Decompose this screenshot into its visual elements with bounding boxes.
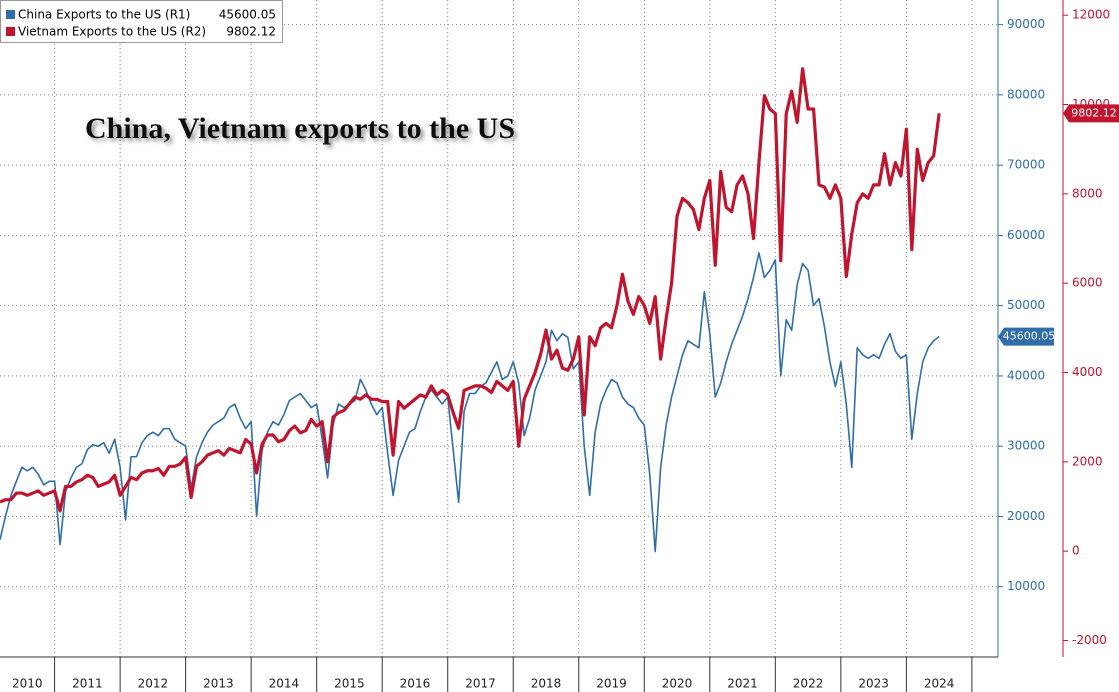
last-value-label: 45600.05 bbox=[1003, 330, 1056, 343]
y-tick-label: 90000 bbox=[1007, 17, 1045, 31]
x-tick-label: 2011 bbox=[72, 677, 103, 691]
legend: China Exports to the US (R1) 45600.05 Vi… bbox=[0, 0, 283, 43]
x-tick-label: 2014 bbox=[269, 677, 300, 691]
x-tick-label: 2023 bbox=[858, 677, 889, 691]
y2-tick-label: -2000 bbox=[1072, 633, 1107, 647]
y2-tick-label: 0 bbox=[1072, 544, 1080, 558]
y2-tick-label: 12000 bbox=[1072, 8, 1110, 22]
legend-swatch bbox=[6, 10, 15, 19]
y-tick-label: 80000 bbox=[1007, 87, 1045, 101]
y-tick-label: 40000 bbox=[1007, 368, 1045, 382]
y2-tick-label: 4000 bbox=[1072, 365, 1103, 379]
legend-box bbox=[0, 0, 283, 43]
x-tick-label: 2013 bbox=[203, 677, 234, 691]
legend-swatch bbox=[6, 27, 15, 36]
legend-value: 45600.05 bbox=[219, 8, 276, 22]
legend-label: Vietnam Exports to the US (R2) bbox=[18, 25, 206, 39]
x-tick-label: 2022 bbox=[793, 677, 824, 691]
y-tick-label: 70000 bbox=[1007, 158, 1045, 172]
x-tick-label: 2020 bbox=[662, 677, 693, 691]
series-line bbox=[0, 67, 941, 513]
x-tick-label: 2012 bbox=[138, 677, 169, 691]
x-tick-label: 2019 bbox=[596, 677, 627, 691]
series-line bbox=[0, 252, 940, 553]
y-tick-label: 30000 bbox=[1007, 439, 1045, 453]
y2-tick-label: 2000 bbox=[1072, 454, 1103, 468]
last-value-flag bbox=[998, 327, 1054, 346]
x-tick-label: 2010 bbox=[12, 677, 43, 691]
x-tick-label: 2021 bbox=[727, 677, 758, 691]
y2-tick-label: 8000 bbox=[1072, 186, 1103, 200]
last-value-label: 9802.12 bbox=[1071, 106, 1117, 119]
legend-label: China Exports to the US (R1) bbox=[18, 8, 190, 22]
y-tick-label: 10000 bbox=[1007, 579, 1045, 593]
legend-value: 9802.12 bbox=[226, 25, 276, 39]
x-tick-label: 2018 bbox=[531, 677, 562, 691]
last-value-flag bbox=[1063, 104, 1119, 123]
y-tick-label: 50000 bbox=[1007, 298, 1045, 312]
y-tick-label: 60000 bbox=[1007, 228, 1045, 242]
y-tick-label: 20000 bbox=[1007, 509, 1045, 523]
y2-tick-label: 6000 bbox=[1072, 276, 1103, 290]
x-tick-label: 2016 bbox=[400, 677, 431, 691]
x-tick-label: 2024 bbox=[924, 677, 955, 691]
chart-title: China, Vietnam exports to the US bbox=[85, 112, 515, 145]
x-tick-label: 2015 bbox=[334, 677, 365, 691]
x-tick-label: 2017 bbox=[465, 677, 496, 691]
